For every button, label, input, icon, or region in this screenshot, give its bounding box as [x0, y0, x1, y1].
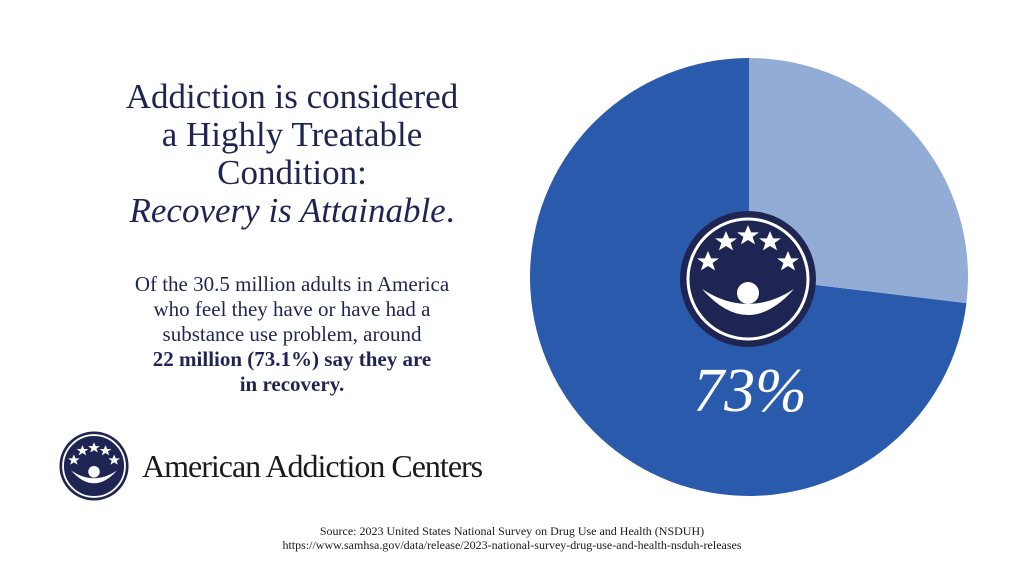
source-line-1: Source: 2023 United States National Surv… [319, 524, 705, 538]
source-note: Source: 2023 United States National Surv… [0, 524, 1024, 552]
center-logo-icon [680, 211, 816, 347]
headline-line-2: a Highly Treatable [161, 115, 423, 154]
headline-subline-period: . [445, 191, 455, 230]
body-bold-line-2: in recovery. [239, 372, 345, 396]
body-line-1: Of the 30.5 million adults in America [134, 272, 450, 296]
body-line-2: who feel they have or have had a [153, 297, 431, 321]
body-text: Of the 30.5 million adults in America wh… [58, 272, 526, 397]
headline-line-3: Condition: [217, 153, 367, 192]
body-bold-line-1: 22 million (73.1%) say they are [152, 347, 432, 371]
source-url: https://www.samhsa.gov/data/release/2023… [282, 538, 742, 552]
stars-and-person-icon [59, 431, 129, 501]
pie-percentage-label: 73% [693, 357, 807, 425]
headline: Addiction is considered a Highly Treatab… [58, 78, 526, 230]
headline-subline-italic: Recovery is Attainable [129, 191, 446, 230]
headline-subline: Recovery is Attainable. [58, 192, 526, 230]
headline-line-1: Addiction is considered [125, 77, 459, 116]
brand-logo: American Addiction Centers [58, 428, 483, 504]
body-line-3: substance use problem, around [162, 322, 422, 346]
brand-name: American Addiction Centers [142, 447, 483, 484]
